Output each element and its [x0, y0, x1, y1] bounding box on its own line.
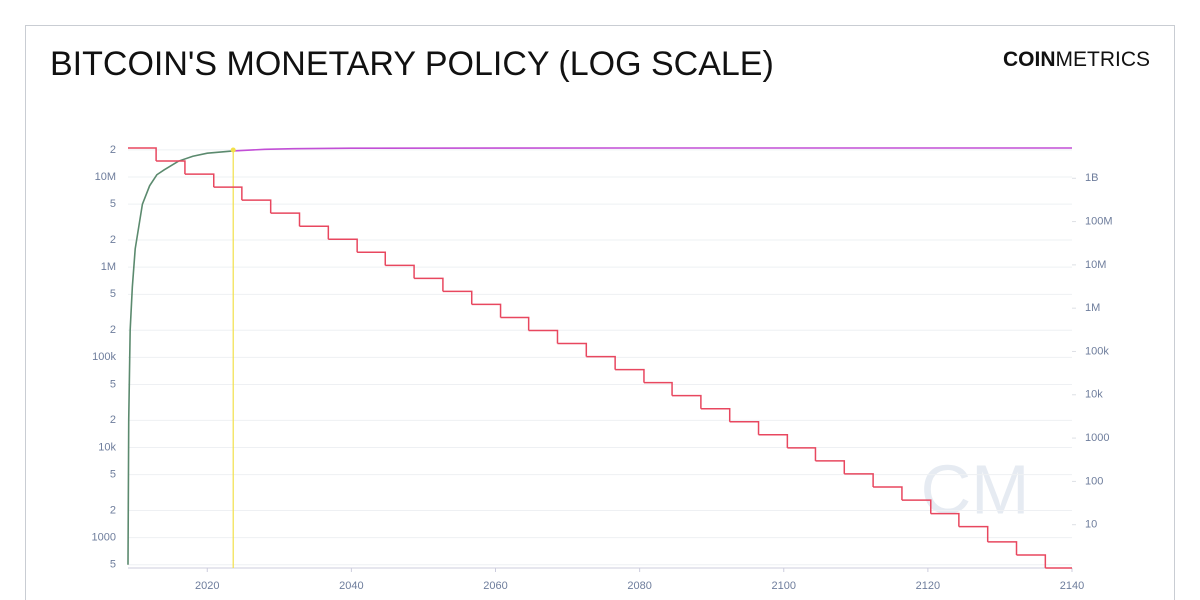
x-tick-label: 2060 [483, 580, 507, 592]
card [25, 25, 1175, 600]
x-tick-label: 2080 [627, 580, 651, 592]
step-segment [987, 541, 1018, 555]
step-segment [615, 368, 645, 383]
line [233, 147, 1072, 152]
y2-tick-label: 100k [1085, 345, 1109, 357]
y-tick-label: 2 [110, 324, 116, 336]
step-segment [156, 160, 186, 175]
x-tick-label: 2140 [1060, 580, 1084, 592]
step-segment [643, 381, 673, 396]
step-segment [213, 186, 243, 201]
step-segment [758, 434, 789, 448]
y2-tick-label: 10 [1085, 519, 1097, 531]
step-segment [500, 316, 530, 331]
y2-tick-label: 1B [1085, 172, 1098, 184]
y-tick-label: 10M [95, 171, 116, 183]
step-segment [873, 486, 903, 501]
logo: COINMETRICS [1003, 48, 1150, 71]
step-segment [270, 212, 301, 227]
step-segment [414, 277, 444, 292]
step-segment [557, 342, 588, 357]
y2-tick-label: 10M [1085, 259, 1106, 271]
y-tick-label: 1M [101, 261, 116, 273]
x-tick-label: 2040 [339, 580, 363, 592]
step-segment [930, 512, 960, 527]
y-tick-label: 5 [110, 288, 116, 300]
x-tick-label: 2100 [772, 580, 796, 592]
step-segment [729, 421, 760, 435]
step-segment [357, 251, 387, 266]
step-segment [1016, 554, 1047, 568]
y-tick-label: 5 [110, 378, 116, 390]
step-segment [700, 407, 731, 422]
step-segment [958, 525, 989, 542]
y-tick-label: 1000 [92, 532, 116, 544]
y-tick-label: 2 [110, 414, 116, 426]
y2-tick-label: 1000 [1085, 432, 1109, 444]
logo-light: METRICS [1056, 48, 1151, 71]
y-tick-label: 2 [110, 234, 116, 246]
watermark: CM [921, 450, 1030, 528]
step-segment [385, 264, 415, 279]
y-tick-label: 5 [110, 559, 116, 571]
highlight-dot [230, 147, 236, 153]
y2-tick-label: 1M [1085, 302, 1100, 314]
y-tick-label: 5 [110, 469, 116, 481]
step-segment [787, 447, 817, 461]
y-tick-label: 2 [110, 504, 116, 516]
step-segment [586, 355, 616, 370]
step-segment [471, 303, 502, 318]
step-segment [328, 238, 358, 253]
y-tick-label: 100k [92, 351, 116, 363]
step-segment [442, 290, 473, 305]
x-tick-label: 2020 [195, 580, 219, 592]
step-segment [241, 199, 272, 214]
step-segment [128, 147, 157, 162]
y2-tick-label: 100M [1085, 215, 1113, 227]
step-segment [815, 460, 846, 474]
y-tick-label: 5 [110, 198, 116, 210]
step-segment [844, 473, 874, 488]
logo-bold: COIN [1003, 48, 1056, 71]
step-segment [184, 173, 215, 188]
y-tick-label: 10k [98, 441, 116, 453]
y2-tick-label: 10k [1085, 389, 1103, 401]
step-segment [528, 329, 559, 344]
chart-title: BITCOIN'S MONETARY POLICY (LOG SCALE) [50, 45, 774, 83]
x-tick-label: 2120 [916, 580, 940, 592]
y-tick-label: 2 [110, 144, 116, 156]
step-segment [299, 225, 330, 240]
step-segment [901, 499, 932, 514]
line [127, 150, 234, 565]
y2-tick-label: 100 [1085, 475, 1103, 487]
step-segment [672, 394, 702, 409]
